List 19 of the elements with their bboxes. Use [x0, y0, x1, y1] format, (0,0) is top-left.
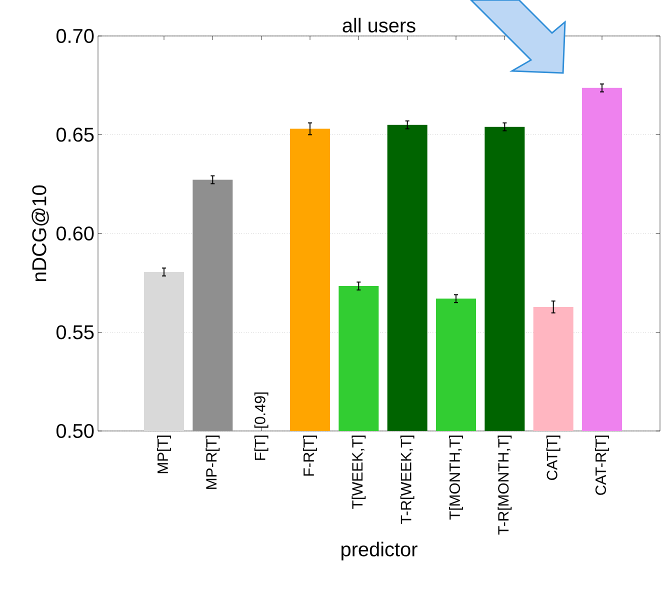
y-tick-label: 0.70 [56, 28, 94, 44]
x-tick-label: F[T] [254, 436, 268, 460]
x-tick-label: T-R[MONTH,T] [498, 436, 512, 535]
x-tick-label: F-R[T] [303, 436, 317, 476]
x-tick-label: CAT-R[T] [595, 436, 609, 495]
annotation: [0.49] [254, 392, 268, 428]
x-tick-label: MP-R[T] [206, 436, 220, 489]
x-tick-label: T[WEEK,T] [352, 436, 366, 509]
y-tick-label: 0.60 [56, 226, 94, 241]
x-tick-label: MP[T] [157, 436, 171, 474]
y-axis-title: nDCG@10 [32, 185, 49, 282]
y-tick-label: 0.55 [56, 325, 94, 340]
x-tick-label: CAT[T] [546, 436, 560, 480]
y-tick-label: 0.50 [56, 424, 94, 438]
chart-title: all users [342, 18, 416, 32]
x-tick-label: T[MONTH,T] [449, 436, 463, 520]
x-tick-label: T-R[WEEK,T] [400, 436, 414, 524]
y-tick-label: 0.65 [56, 128, 94, 142]
x-axis-title: predictor [342, 542, 418, 560]
